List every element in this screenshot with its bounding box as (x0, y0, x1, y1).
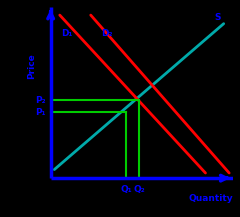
Text: Price: Price (27, 54, 36, 79)
Text: Quantity: Quantity (189, 194, 233, 203)
Text: P₁: P₁ (36, 108, 46, 117)
Text: D₂: D₂ (101, 29, 112, 38)
Text: Q₂: Q₂ (133, 185, 145, 194)
Text: Q₁: Q₁ (120, 185, 132, 194)
Text: P₂: P₂ (36, 95, 46, 105)
Text: S: S (215, 13, 221, 22)
Text: D₁: D₁ (62, 29, 73, 38)
